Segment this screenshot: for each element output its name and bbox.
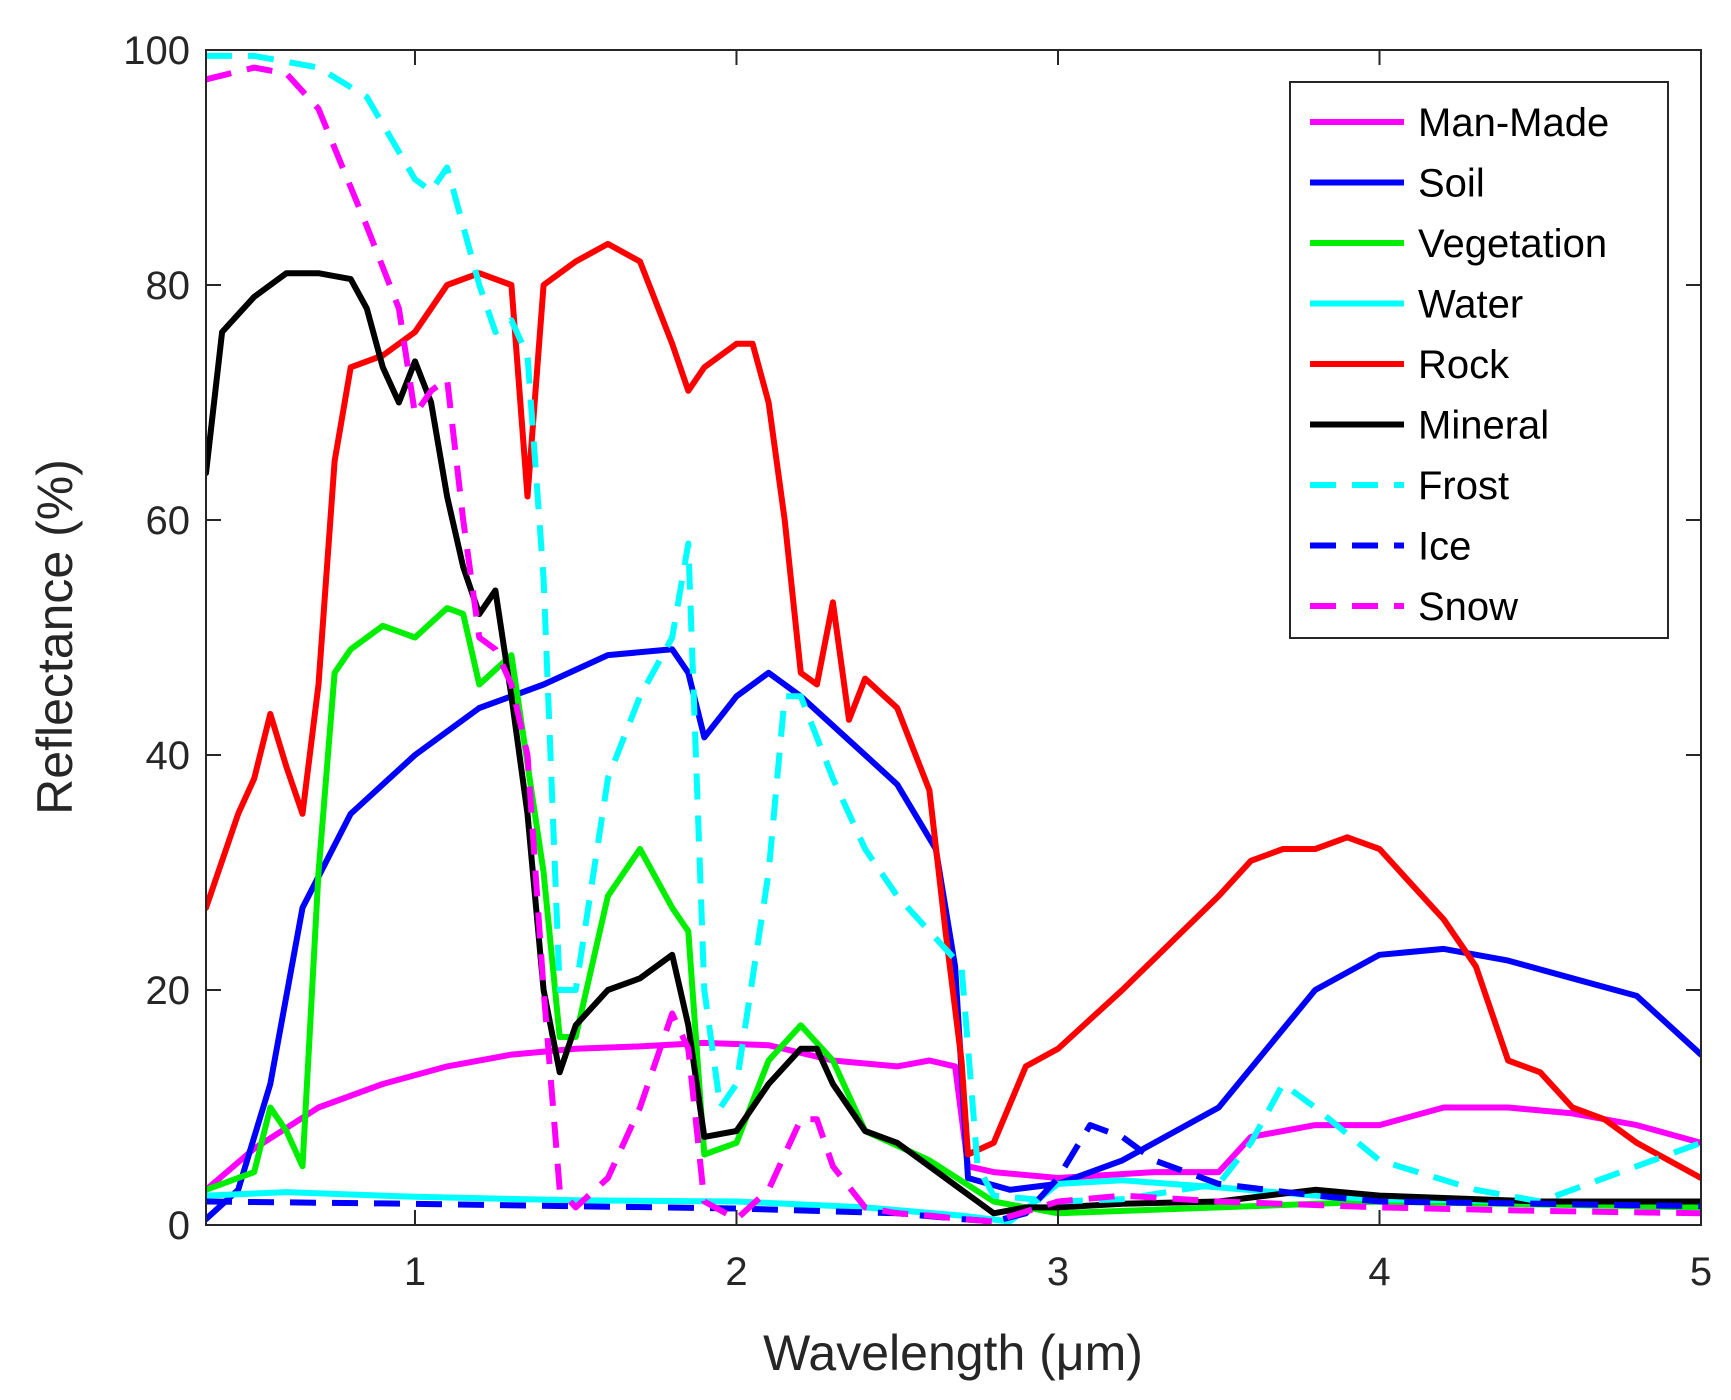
- legend-label-soil: Soil: [1418, 162, 1485, 206]
- x-axis-title: Wavelength (μm): [763, 1325, 1143, 1381]
- series-line-mineral: [206, 270, 1701, 1217]
- x-tick-label: 1: [404, 1250, 426, 1294]
- legend-label-snow: Snow: [1418, 585, 1518, 629]
- y-tick-label: 60: [146, 499, 191, 543]
- plot-area: [206, 52, 1701, 1225]
- x-tick-label: 2: [725, 1250, 747, 1294]
- axes-box: [205, 49, 1702, 1226]
- series-line-rock: [206, 240, 1701, 1181]
- y-tick-label: 20: [146, 969, 191, 1013]
- legend-label-vegetation: Vegetation: [1418, 222, 1607, 266]
- x-tick-label: 5: [1690, 1250, 1712, 1294]
- legend-label-mineral: Mineral: [1418, 404, 1549, 448]
- y-axis-title: Reflectance (%): [27, 459, 83, 815]
- ticks-group: 1 2 3 4 5 0 20 40 60 80 100: [123, 29, 1712, 1294]
- y-tick-label: 40: [146, 734, 191, 778]
- y-tick-label: 80: [146, 264, 191, 308]
- y-tick-label: 100: [123, 29, 190, 73]
- series-line-man-made: [206, 1039, 1701, 1193]
- legend-label-man-made: Man-Made: [1418, 101, 1609, 145]
- series-line-snow: [206, 64, 1701, 1225]
- legend: Man-Made Soil Vegetation Water Rock Mineral Fr…: [1289, 81, 1669, 639]
- legend-label-water: Water: [1418, 283, 1523, 327]
- x-tick-label: 4: [1368, 1250, 1390, 1294]
- y-tick-label: 0: [168, 1204, 190, 1248]
- legend-label-rock: Rock: [1418, 343, 1510, 387]
- series-line-soil: [206, 646, 1701, 1223]
- legend-label-frost: Frost: [1418, 464, 1509, 508]
- series-line-ice: [206, 1122, 1701, 1225]
- series-group: [206, 52, 1701, 1225]
- legend-label-ice: Ice: [1418, 525, 1471, 569]
- x-tick-label: 3: [1047, 1250, 1069, 1294]
- series-line-frost: [206, 52, 1701, 1205]
